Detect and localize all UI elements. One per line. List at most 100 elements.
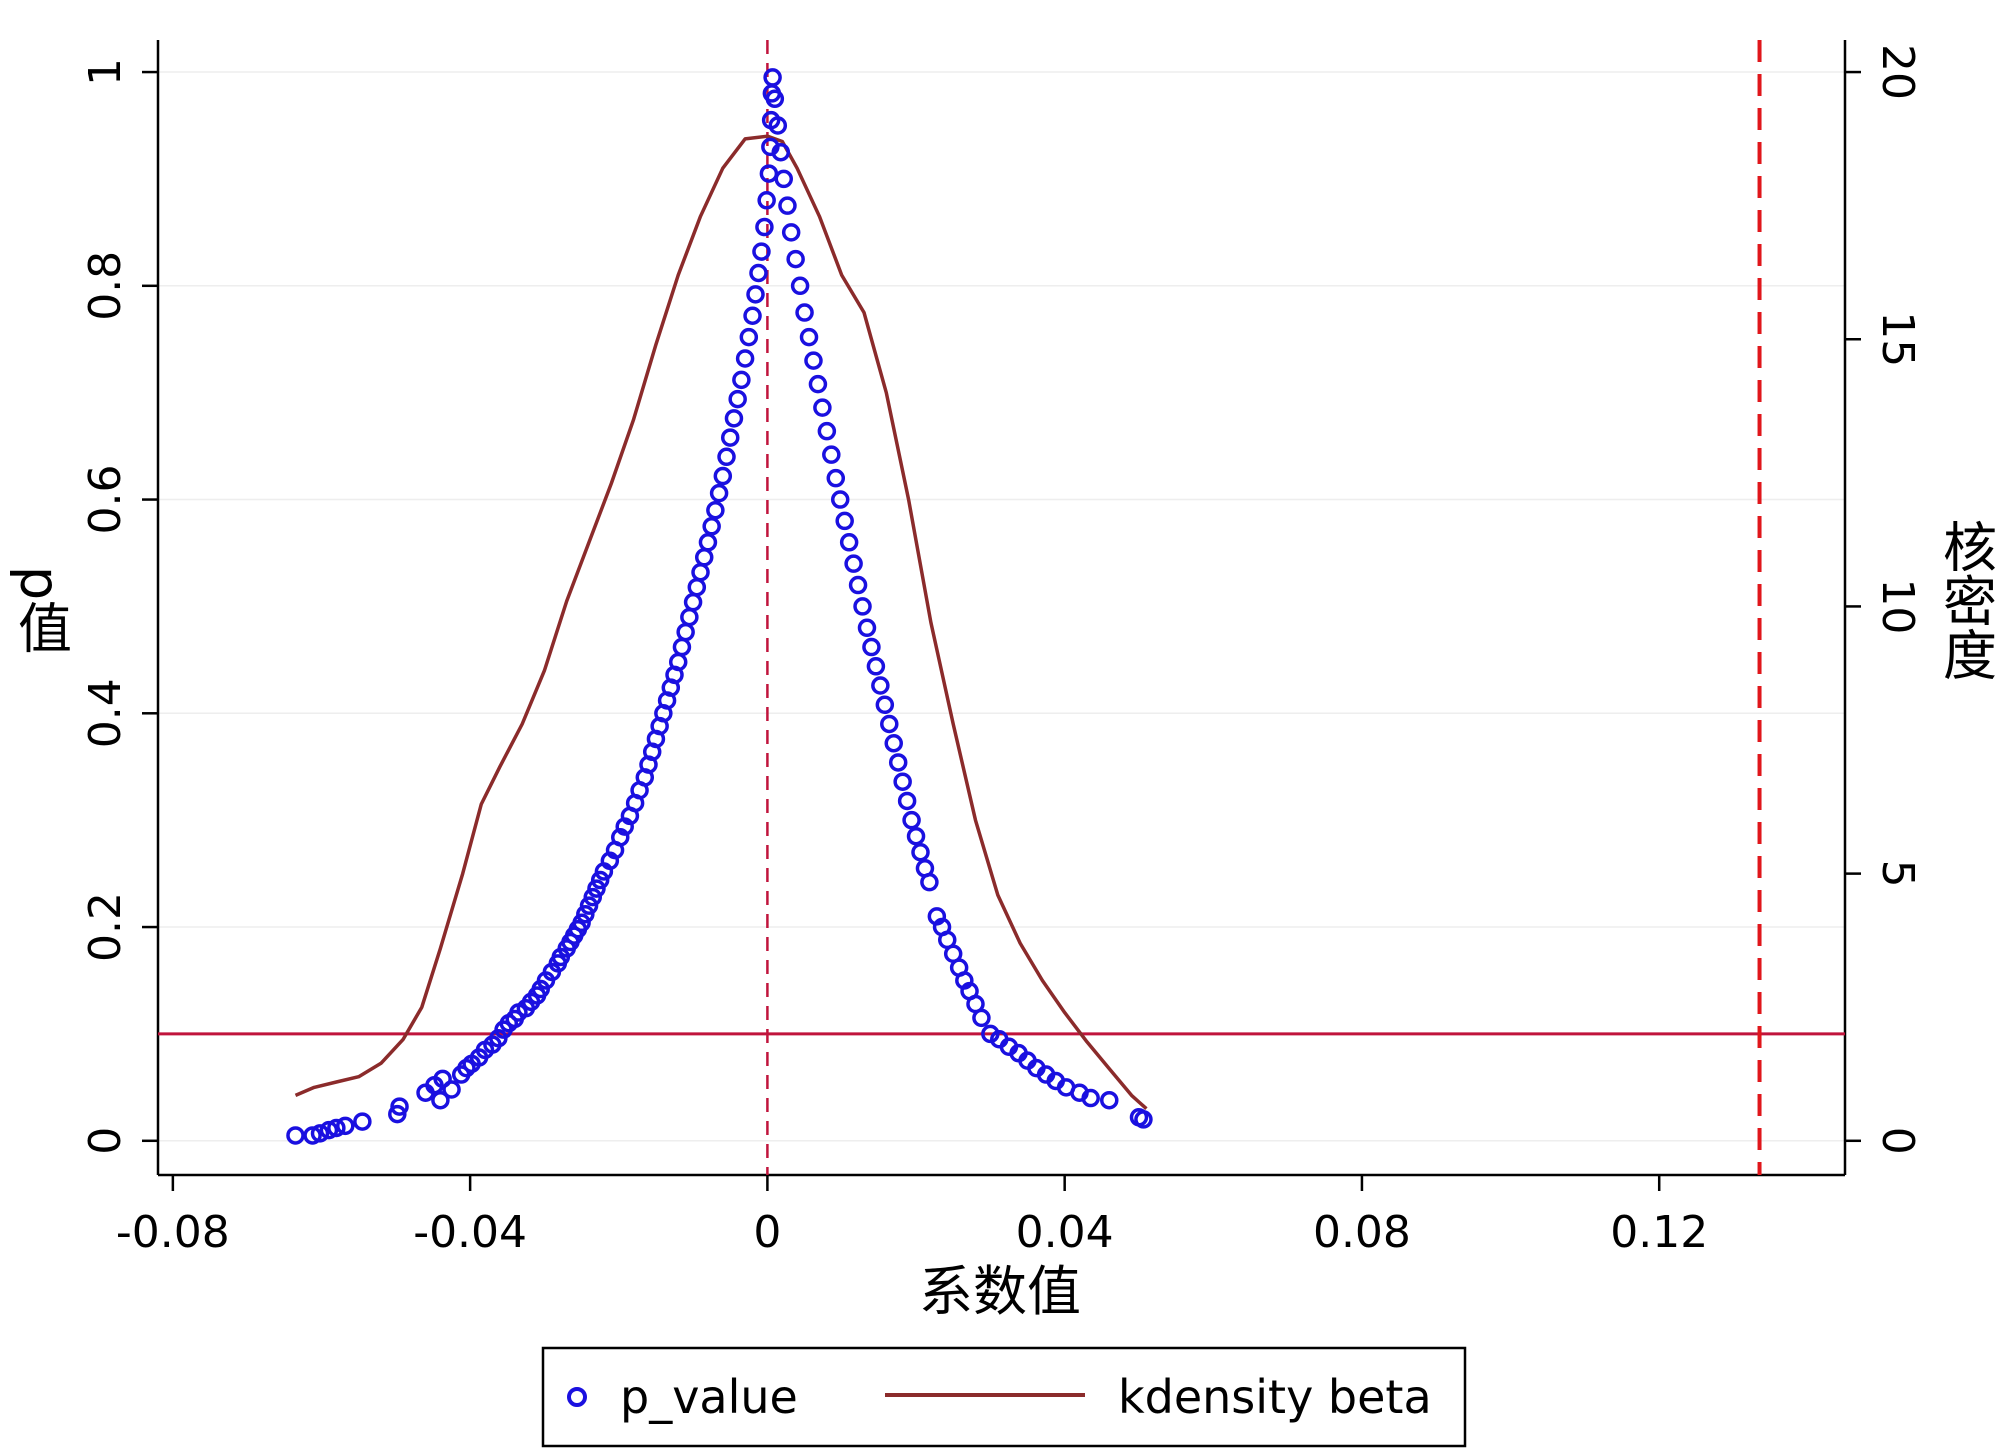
p-value-point bbox=[442, 1080, 461, 1099]
p-value-point bbox=[694, 548, 714, 567]
p-value-point bbox=[1081, 1088, 1100, 1108]
right-y-tick-label: 0 bbox=[1872, 1127, 1923, 1155]
right-y-axis-title: 核密度 bbox=[1934, 519, 1997, 681]
p-value-point bbox=[746, 285, 765, 304]
p-value-point bbox=[717, 447, 736, 467]
kdensity-series bbox=[294, 134, 1148, 1111]
p-value-point bbox=[771, 142, 791, 162]
p-value-point bbox=[728, 389, 747, 409]
p-value-point bbox=[857, 618, 877, 638]
p-value-point bbox=[862, 637, 881, 657]
x-tick-label: 0.04 bbox=[1016, 1207, 1114, 1258]
p-value-point bbox=[795, 303, 814, 322]
p-value-point bbox=[839, 533, 859, 552]
right-y-tick-label: 5 bbox=[1872, 860, 1923, 888]
p-value-point bbox=[755, 217, 774, 237]
p-value-point bbox=[822, 445, 841, 464]
p-value-point bbox=[672, 637, 692, 657]
p-value-point bbox=[757, 191, 776, 210]
p-value-point bbox=[724, 409, 744, 428]
p-value-point bbox=[735, 349, 755, 368]
p-value-point bbox=[743, 306, 762, 325]
p-value-point bbox=[875, 695, 895, 715]
reference-lines bbox=[158, 40, 1845, 1175]
x-tick-label: -0.08 bbox=[116, 1207, 230, 1258]
p-value-point bbox=[390, 1097, 409, 1116]
p-value-point bbox=[709, 483, 729, 503]
p-value-point bbox=[698, 533, 718, 552]
left-y-tick-label: 0 bbox=[80, 1127, 131, 1155]
p-value-point bbox=[880, 714, 899, 734]
p-value-point bbox=[871, 676, 890, 695]
p-value-point bbox=[808, 374, 828, 394]
p-value-point bbox=[286, 1126, 305, 1145]
p-value-point bbox=[790, 276, 810, 296]
right-y-tick-label: 10 bbox=[1872, 578, 1923, 634]
p-value-point bbox=[579, 896, 599, 915]
p-value-point bbox=[572, 913, 591, 933]
p-value-point bbox=[972, 1008, 991, 1028]
p-value-point bbox=[906, 826, 926, 846]
legend-marker-p-value bbox=[567, 1387, 587, 1407]
right-y-axis-ticks: 0 5 10 15 20 bbox=[1845, 44, 1923, 1155]
left-y-axis-title: p值 bbox=[9, 566, 72, 654]
p-value-point bbox=[911, 842, 930, 862]
p-value-point bbox=[676, 622, 695, 642]
p-value-point bbox=[844, 554, 863, 573]
p-value-point bbox=[853, 597, 872, 616]
p-value-point bbox=[920, 872, 939, 892]
p-value-point bbox=[687, 577, 707, 597]
x-tick-label: 0 bbox=[753, 1207, 781, 1258]
p-value-point bbox=[752, 242, 771, 261]
right-y-tick-label: 20 bbox=[1872, 44, 1923, 100]
p-value-point bbox=[765, 89, 785, 109]
p-value-point bbox=[336, 1116, 355, 1136]
p-value-point bbox=[1134, 1110, 1153, 1129]
p-value-point bbox=[884, 733, 903, 753]
p-value-point bbox=[587, 879, 606, 898]
p-value-point bbox=[804, 351, 823, 370]
p-value-point bbox=[778, 196, 797, 215]
p-value-point bbox=[739, 327, 759, 347]
p-value-point bbox=[702, 517, 721, 536]
p-value-point bbox=[576, 904, 595, 924]
p-value-point bbox=[866, 657, 886, 676]
p-value-point bbox=[713, 466, 733, 486]
p-value-point bbox=[327, 1118, 346, 1138]
left-y-axis-ticks: 0 0.2 0.4 0.6 0.8 1 bbox=[80, 58, 158, 1155]
p-value-point bbox=[826, 468, 846, 488]
x-axis-ticks: -0.08 -0.04 0 0.04 0.08 0.12 bbox=[116, 1175, 1708, 1258]
p-value-point bbox=[759, 164, 779, 183]
axes bbox=[156, 40, 1847, 1177]
gridlines bbox=[158, 71, 1845, 1142]
p-value-point bbox=[691, 562, 710, 582]
p-value-point bbox=[583, 887, 603, 907]
x-axis-title: 系数值 bbox=[919, 1260, 1081, 1323]
right-y-tick-label: 15 bbox=[1872, 311, 1923, 367]
left-y-tick-label: 1 bbox=[80, 58, 131, 86]
p-value-point bbox=[1100, 1090, 1119, 1110]
p-value-point bbox=[848, 575, 868, 595]
p-value-point bbox=[786, 249, 805, 269]
p-value-point bbox=[433, 1069, 452, 1089]
left-y-tick-label: 0.2 bbox=[80, 892, 131, 962]
p-value-point bbox=[590, 870, 610, 890]
legend-label-kdensity: kdensity beta bbox=[1118, 1370, 1432, 1424]
p-value-point bbox=[902, 810, 921, 830]
p-value-point bbox=[680, 607, 699, 627]
left-y-tick-label: 0.4 bbox=[80, 678, 131, 748]
p-value-point bbox=[835, 511, 854, 531]
p-value-point bbox=[817, 421, 837, 441]
legend-label-p-value: p_value bbox=[620, 1370, 798, 1424]
left-y-tick-label: 0.8 bbox=[80, 251, 131, 321]
p-value-point bbox=[732, 370, 751, 390]
p-value-point bbox=[683, 592, 703, 612]
p-value-point bbox=[799, 327, 819, 347]
p-value-point bbox=[763, 68, 782, 87]
p-value-point bbox=[611, 828, 630, 847]
x-tick-label: 0.12 bbox=[1610, 1207, 1708, 1258]
p-value-point bbox=[781, 223, 801, 242]
p-value-point bbox=[749, 263, 768, 283]
p-value-point bbox=[720, 428, 740, 447]
